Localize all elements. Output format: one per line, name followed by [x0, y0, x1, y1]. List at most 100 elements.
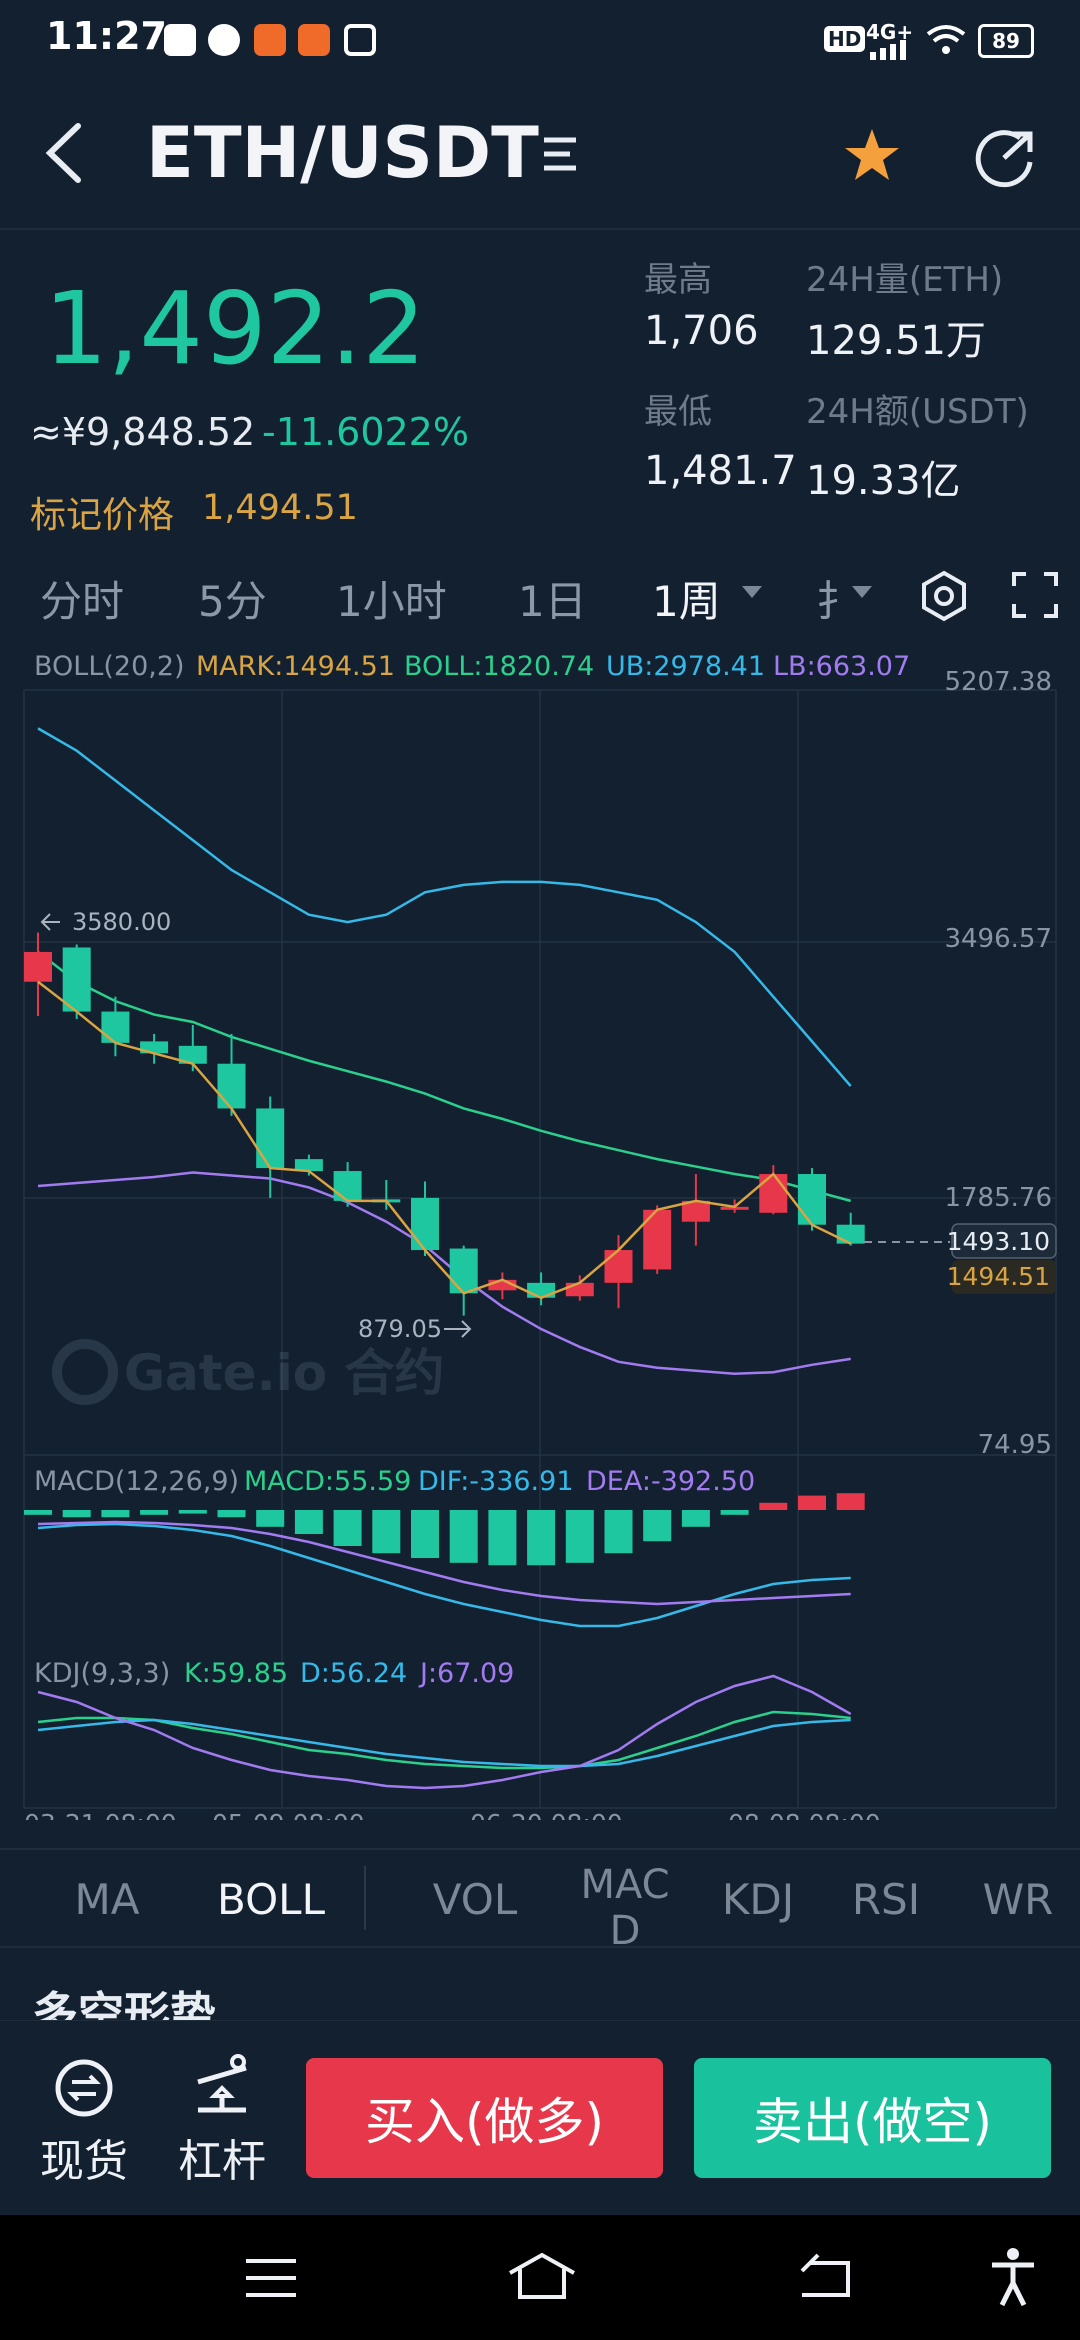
spot-label[interactable]: 现货: [40, 2136, 128, 2187]
divider: [0, 1848, 1080, 1850]
sell-short-button[interactable]: 卖出(做空): [694, 2058, 1051, 2178]
pair-title[interactable]: ETH/USDT: [146, 112, 539, 194]
macd-bar: [759, 1502, 788, 1510]
candle-body: [836, 1224, 865, 1244]
candle-body: [488, 1279, 517, 1291]
vol-value: 129.51万: [806, 318, 986, 364]
mark-price-value: 1,494.51: [202, 488, 358, 528]
app-icon: [298, 24, 330, 56]
buy-long-button[interactable]: 买入(做多): [306, 2058, 663, 2178]
leverage-icon[interactable]: [188, 2052, 256, 2120]
dif-legend: DIF:-336.91: [418, 1466, 574, 1497]
amount-value: 19.33亿: [806, 458, 961, 504]
candle-body: [62, 947, 91, 1012]
low-value: 1,481.7: [644, 448, 797, 494]
settings-icon[interactable]: [918, 570, 970, 622]
candle-body: [759, 1174, 788, 1213]
dropdown-icon[interactable]: [850, 584, 874, 600]
fullscreen-icon[interactable]: [1010, 570, 1060, 620]
candle-body: [411, 1197, 439, 1251]
back-icon[interactable]: [40, 118, 90, 188]
star-icon[interactable]: [842, 126, 902, 186]
boll-mid-line: [37, 950, 852, 1203]
battery-level: 89: [992, 29, 1020, 53]
hd-icon: HD: [824, 26, 866, 52]
tab-5min[interactable]: 5分: [198, 577, 267, 626]
macd-bar: [256, 1510, 285, 1527]
home-icon[interactable]: [506, 2251, 578, 2301]
dropdown-icon[interactable]: [740, 584, 764, 600]
last-price-tag-text: 1493.10: [947, 1227, 1050, 1256]
j-legend: J:67.09: [418, 1658, 514, 1689]
min-marker: 879.05: [358, 1315, 472, 1343]
candle-body: [720, 1206, 749, 1210]
amount-label: 24H额(USDT): [806, 392, 1029, 432]
d-legend: D:56.24: [300, 1658, 407, 1689]
x-tick: 08-08 08:00: [728, 1809, 881, 1820]
menu-icon[interactable]: [244, 2257, 298, 2299]
watermark-text: Gate.io 合约: [124, 1344, 444, 1402]
kdj-legend-title: KDJ(9,3,3): [34, 1658, 170, 1689]
indicator-tab-kdj[interactable]: KDJ: [721, 1875, 795, 1924]
boll-lower-line: [37, 1171, 851, 1376]
tab-timeline[interactable]: 分时: [40, 577, 125, 626]
kdj-panel: [37, 1674, 852, 1790]
status-time: 11:27: [46, 14, 167, 58]
indicator-tab-boll[interactable]: BOLL: [217, 1875, 325, 1924]
candle-body: [449, 1248, 478, 1294]
macd-bar: [643, 1510, 672, 1542]
j-line: [37, 1674, 852, 1790]
candles: [24, 932, 865, 1316]
kline-chart[interactable]: BOLL(20,2) MARK:1494.51 BOLL:1820.74 UB:…: [0, 640, 1080, 1820]
indicator-tab-rsi[interactable]: RSI: [851, 1875, 921, 1924]
indicator-tab-macd[interactable]: MACD: [580, 1862, 670, 1954]
watermark: Gate.io 合约: [52, 1339, 444, 1405]
tab-divider: [364, 1866, 366, 1930]
high-label: 最高: [644, 260, 712, 300]
indicator-tab-vol[interactable]: VOL: [432, 1875, 518, 1924]
indicator-tab-wr[interactable]: WR: [982, 1875, 1054, 1924]
leverage-label[interactable]: 杠杆: [178, 2136, 266, 2187]
macd-bar: [565, 1510, 594, 1563]
divider: [0, 228, 1080, 230]
macd-bar: [527, 1510, 556, 1566]
macd-bar: [294, 1510, 323, 1534]
indicator-tab-ma[interactable]: MA: [74, 1875, 140, 1924]
vol-label: 24H量(ETH): [806, 260, 1004, 300]
spot-icon[interactable]: [52, 2056, 116, 2120]
pair-switch-icon[interactable]: [540, 134, 580, 174]
macd-bar: [372, 1510, 401, 1554]
share-icon[interactable]: [974, 126, 1038, 190]
y-tick: 3496.57: [944, 924, 1052, 954]
tab-1hour[interactable]: 1小时: [336, 577, 447, 626]
mark-legend: MARK:1494.51: [196, 651, 395, 682]
macd-bar: [681, 1510, 710, 1527]
macd-bar: [720, 1510, 749, 1515]
macd-bar: [24, 1510, 52, 1515]
x-tick: 05-09 08:00: [212, 1809, 365, 1820]
tab-more[interactable]: 扌: [816, 577, 859, 626]
accessibility-icon[interactable]: [988, 2247, 1038, 2307]
back-nav-icon[interactable]: [796, 2253, 854, 2303]
notification-icon: [164, 24, 196, 56]
y-tick: 74.95: [978, 1430, 1052, 1460]
d-line: [37, 1718, 851, 1768]
tab-1week[interactable]: 1周: [652, 577, 721, 626]
max-marker: 3580.00: [40, 908, 171, 936]
y-tick: 1785.76: [944, 1183, 1052, 1213]
battery-icon: 89: [978, 24, 1034, 58]
change-percent: -11.6022%: [262, 410, 469, 454]
candle-body: [217, 1063, 246, 1109]
candle-body: [333, 1171, 362, 1201]
last-price-tag: [951, 1223, 1057, 1259]
status-bar: 11:27 HD 4G+ 89: [0, 0, 1080, 80]
system-nav-bar: [0, 2215, 1080, 2340]
macd-bar: [140, 1510, 169, 1515]
macd-bar: [62, 1510, 91, 1518]
macd-bar: [604, 1510, 633, 1554]
signal-icon: [870, 40, 906, 60]
dea-legend: DEA:-392.50: [586, 1466, 755, 1497]
tab-1day[interactable]: 1日: [518, 577, 587, 626]
boll-upper-line: [37, 727, 852, 1087]
candle-body: [604, 1250, 633, 1283]
